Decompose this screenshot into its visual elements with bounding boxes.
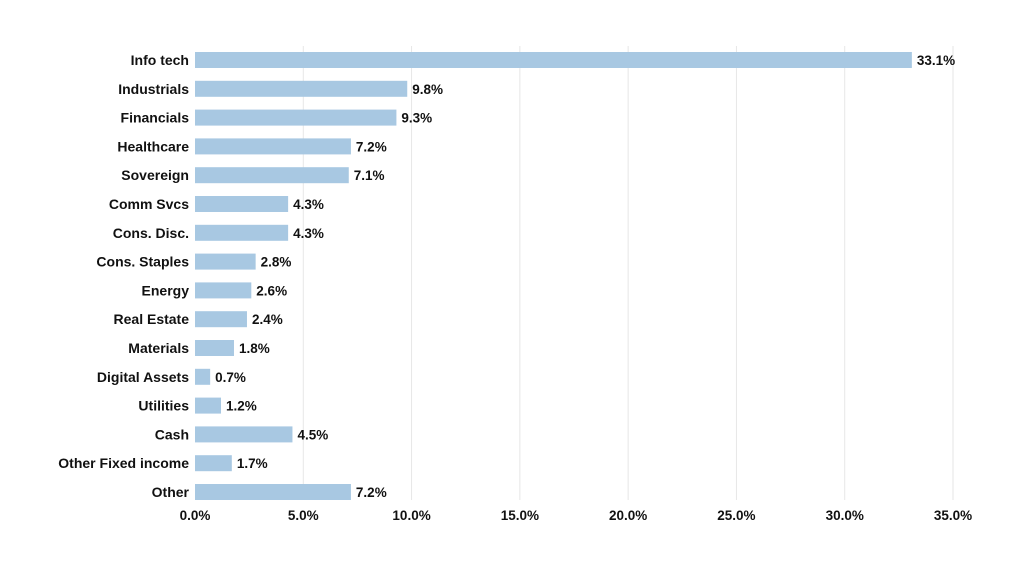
bar	[195, 368, 211, 385]
bar	[195, 311, 247, 328]
category-label: Cons. Disc.	[113, 225, 189, 241]
x-axis-tick-labels: 0.0% 5.0% 10.0% 15.0% 20.0% 25.0% 30.0% 35.0%	[180, 508, 973, 523]
category-label: Utilities	[138, 398, 189, 414]
category-label: Healthcare	[117, 138, 189, 154]
value-label: 4.3%	[293, 197, 324, 212]
value-label: 4.3%	[293, 226, 324, 241]
category-label: Industrials	[118, 81, 189, 97]
value-label: 7.2%	[356, 485, 387, 500]
category-label: Cash	[155, 426, 189, 442]
category-label: Sovereign	[121, 167, 189, 183]
category-label: Real Estate	[114, 311, 190, 327]
x-tick-label: 30.0%	[826, 508, 864, 523]
bar	[195, 196, 289, 212]
value-label: 7.2%	[356, 139, 387, 154]
bars	[195, 52, 912, 500]
bar	[195, 397, 221, 414]
category-label: Other	[152, 484, 190, 500]
x-tick-label: 20.0%	[609, 508, 647, 523]
category-label: Materials	[128, 340, 189, 356]
value-label: 1.7%	[237, 456, 268, 471]
x-tick-label: 0.0%	[180, 508, 211, 523]
bar	[195, 52, 912, 68]
category-label: Other Fixed income	[58, 455, 189, 471]
value-label: 7.1%	[354, 168, 385, 183]
category-label: Cons. Staples	[96, 254, 189, 270]
category-label: Comm Svcs	[109, 196, 189, 212]
bar	[195, 455, 232, 472]
value-label: 0.7%	[215, 370, 246, 385]
category-label: Energy	[142, 282, 190, 298]
bar	[195, 340, 234, 356]
x-tick-label: 5.0%	[288, 508, 319, 523]
value-label: 2.4%	[252, 312, 283, 327]
value-label: 2.8%	[261, 255, 292, 270]
bar	[195, 282, 252, 299]
bar	[195, 224, 289, 241]
x-tick-label: 10.0%	[392, 508, 430, 523]
gridlines	[302, 46, 954, 500]
value-label: 2.6%	[256, 283, 287, 298]
bar	[195, 167, 349, 184]
bar	[195, 80, 408, 97]
bar	[195, 109, 397, 126]
x-tick-label: 25.0%	[717, 508, 755, 523]
x-tick-label: 15.0%	[501, 508, 539, 523]
bar	[195, 138, 351, 155]
bar	[195, 484, 351, 500]
value-label: 9.3%	[401, 111, 432, 126]
value-label: 1.8%	[239, 341, 270, 356]
value-label: 33.1%	[917, 53, 955, 68]
bar	[195, 426, 293, 443]
bar	[195, 253, 256, 270]
category-label: Digital Assets	[97, 369, 189, 385]
value-labels: 33.1%9.8%9.3%7.2%7.1%4.3%4.3%2.8%2.6%2.4…	[215, 53, 955, 500]
value-label: 1.2%	[226, 399, 257, 414]
x-tick-label: 35.0%	[934, 508, 972, 523]
category-label: Financials	[121, 110, 190, 126]
value-label: 9.8%	[412, 82, 443, 97]
value-label: 4.5%	[297, 427, 328, 442]
category-labels: Info tech Industrials Financials Healthcare…	[58, 52, 189, 500]
category-label: Info tech	[131, 52, 189, 68]
